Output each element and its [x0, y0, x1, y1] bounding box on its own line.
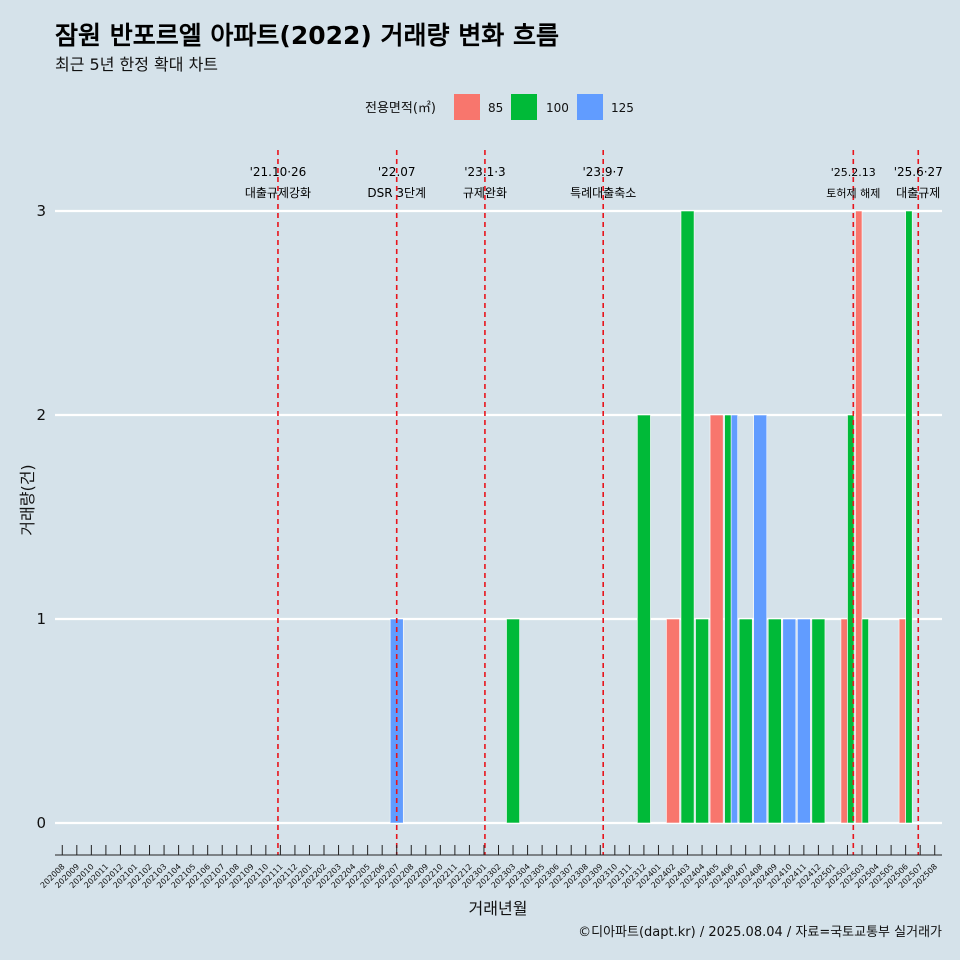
- y-axis-title: 거래량(건): [18, 464, 37, 535]
- bar-202406-100: [724, 414, 732, 824]
- y-tick-label: 3: [36, 202, 46, 220]
- legend: 전용면적(㎡) 85 100 125: [365, 94, 634, 120]
- legend-label-85: 85: [488, 101, 503, 115]
- legend-swatch-125: [577, 94, 603, 120]
- bar-202506-100: [905, 210, 913, 824]
- bar-202410-125: [782, 618, 797, 824]
- event-policy-label: 특례대출축소: [570, 186, 636, 200]
- y-axis: 0 1 2 3: [36, 202, 46, 832]
- chart-title: 잠원 반포르엘 아파트(2022) 거래량 변화 흐름: [55, 21, 559, 50]
- legend-swatch-100: [511, 94, 537, 120]
- bar-202408-125: [753, 414, 768, 824]
- y-tick-label: 1: [36, 610, 46, 628]
- x-axis-title: 거래년월: [469, 899, 528, 918]
- bar-202402-85: [666, 618, 680, 824]
- bar-202406-125: [730, 414, 738, 824]
- bars: [389, 210, 913, 824]
- legend-swatch-85: [454, 94, 480, 120]
- x-axis: 2020082020092020102020112020122021012021…: [39, 845, 942, 890]
- bar-202312-100: [637, 414, 651, 824]
- bar-202411-125: [797, 618, 811, 824]
- event-date-label: '25.2.13: [831, 166, 876, 179]
- event-date-label: '23.9·7: [582, 165, 623, 179]
- event-date-label: '21.10·26: [250, 165, 307, 179]
- bar-202405-85: [709, 414, 724, 824]
- event-date-label: '25.6·27: [894, 165, 943, 179]
- event-policy-label: 대출규제: [896, 186, 940, 200]
- legend-title: 전용면적(㎡): [365, 101, 436, 116]
- event-policy-label: 대출규제강화: [245, 186, 311, 200]
- legend-label-100: 100: [546, 101, 569, 115]
- bar-202409-100: [767, 618, 782, 824]
- event-date-label: '23.1·3: [464, 165, 505, 179]
- event-policy-label: 토허제 해제: [826, 186, 880, 200]
- bar-202502-85: [840, 618, 848, 824]
- bar-202403-100: [680, 210, 695, 824]
- event-policy-label: 규제완화: [463, 186, 507, 200]
- event-markers: '21.10·26 대출규제강화 '22.07 DSR 3단계 '23.1·3 규제완화 '…: [245, 150, 943, 855]
- legend-label-125: 125: [611, 101, 634, 115]
- event-policy-label: DSR 3단계: [367, 186, 426, 200]
- bar-202404-100: [695, 618, 709, 824]
- y-tick-label: 0: [36, 814, 46, 832]
- source-caption: ©디아파트(dapt.kr) / 2025.08.04 / 자료=국토교통부 실…: [578, 925, 942, 940]
- event-date-label: '22.07: [378, 165, 416, 179]
- bar-202506-85: [898, 618, 906, 824]
- bar-202407-100: [738, 618, 753, 824]
- chart-subtitle: 최근 5년 한정 확대 차트: [55, 55, 218, 74]
- y-tick-label: 2: [36, 406, 46, 424]
- bar-202303-100: [506, 618, 520, 824]
- bar-202503-100: [861, 618, 869, 824]
- bar-202412-100: [811, 618, 826, 824]
- bar-202503-85: [855, 210, 863, 824]
